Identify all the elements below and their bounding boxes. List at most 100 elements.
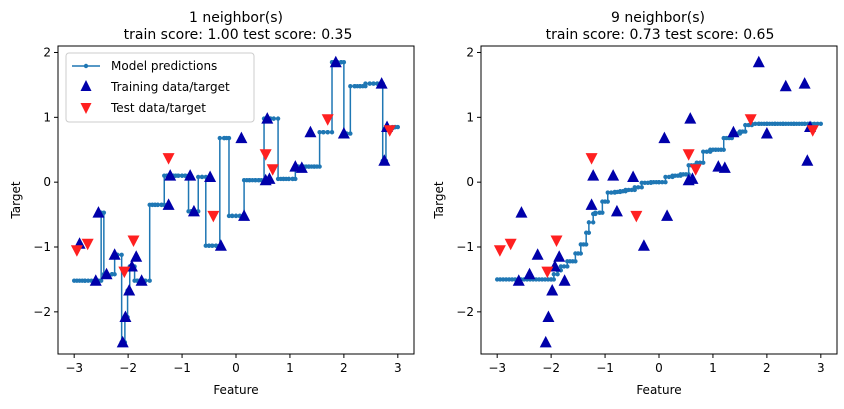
train-point (637, 239, 650, 251)
chart-title-right: 9 neighbor(s) (611, 10, 705, 26)
train-point (587, 169, 600, 181)
prediction-point (286, 176, 292, 182)
train-point (295, 161, 308, 173)
prediction-point (609, 190, 614, 195)
train-point (378, 154, 391, 166)
legend: Model predictions Training data/target T… (65, 52, 255, 123)
prediction-point (629, 187, 634, 193)
train-point (558, 274, 571, 286)
train-point (760, 127, 773, 139)
train-point (658, 131, 671, 144)
train-point (238, 209, 251, 221)
train-point (100, 267, 113, 280)
x-tick-label: 0 (232, 361, 240, 375)
prediction-point (701, 149, 706, 154)
train-point (686, 172, 699, 184)
y-axis-label-right: Target (432, 181, 446, 219)
prediction-point (176, 173, 181, 178)
x-tick-label: 2 (340, 361, 348, 375)
train-point (539, 335, 552, 348)
legend-label-test: Test data/target (110, 101, 206, 115)
chart-title-left: 1 neighbor(s) (189, 10, 283, 26)
prediction-point (600, 210, 605, 215)
prediction-point (555, 272, 560, 277)
prediction-point (395, 124, 401, 130)
prediction-point (694, 160, 699, 165)
prediction-point (206, 243, 212, 248)
test-point (585, 153, 598, 165)
train-point (123, 283, 136, 296)
train-point (116, 335, 129, 348)
train-point (329, 55, 342, 68)
x-tick-label: −2 (119, 361, 137, 375)
train-point (214, 239, 227, 251)
legend-label-predictions: Model predictions (111, 59, 217, 73)
prediction-point (636, 185, 641, 190)
train-point (92, 206, 105, 218)
prediction-point (230, 213, 235, 219)
test-point (127, 235, 140, 248)
prediction-point (721, 147, 726, 152)
test-point (162, 153, 175, 165)
test-point (207, 210, 220, 223)
test-point (550, 235, 563, 248)
train-point (135, 274, 148, 286)
train-point (585, 198, 598, 210)
y-tick-label: 0 (466, 175, 474, 189)
train-point (523, 267, 536, 280)
train-point (204, 170, 217, 182)
prediction-point (558, 264, 564, 269)
test-point (630, 210, 643, 223)
prediction-point (253, 178, 258, 183)
x-tick-label: −1 (596, 361, 614, 375)
prediction-point (586, 220, 592, 225)
test-point (744, 114, 757, 126)
prediction-point (551, 277, 557, 282)
x-tick-label: 2 (763, 361, 771, 375)
chart-subtitle-left: train score: 1.00 test score: 0.35 (124, 27, 353, 43)
prediction-point (656, 179, 662, 185)
x-ticks-left: −3 −2 −1 0 1 2 3 (65, 354, 402, 375)
y-ticks-left: −2 −1 0 1 2 (33, 45, 58, 319)
prediction-point (101, 210, 107, 215)
prediction-point (233, 213, 239, 219)
y-tick-label: 2 (43, 45, 51, 59)
test-point (504, 238, 517, 251)
prediction-point (217, 135, 223, 141)
test-point (266, 164, 279, 176)
prediction-point (363, 81, 368, 86)
prediction-point (701, 160, 706, 165)
train-point (779, 79, 792, 92)
train-point (261, 112, 274, 124)
prediction-point (275, 116, 281, 121)
prediction-point (348, 131, 353, 136)
test-point (70, 245, 83, 257)
prediction-point (271, 116, 276, 121)
prediction-point (98, 278, 104, 283)
subplot-left: 1 neighbor(s) train score: 1.00 test sco… (9, 10, 415, 397)
prediction-point (666, 174, 672, 180)
train-point (164, 169, 177, 181)
prediction-point (203, 243, 208, 248)
test-point (81, 238, 94, 251)
train-point (162, 198, 175, 210)
prediction-point (317, 130, 322, 135)
train-point (798, 77, 811, 89)
prediction-point (196, 174, 201, 180)
train-point (337, 127, 350, 139)
prediction-point (642, 180, 647, 186)
y-tick-label: −1 (33, 240, 51, 254)
prediction-point (155, 202, 160, 208)
prediction-point (325, 130, 330, 135)
test-point (383, 125, 396, 137)
legend-marker-training (80, 80, 92, 91)
train-point (119, 310, 132, 323)
prediction-point (753, 121, 758, 127)
prediction-point (743, 122, 748, 128)
x-tick-label: −1 (173, 361, 191, 375)
train-point (546, 283, 559, 296)
prediction-point (743, 129, 748, 134)
y-tick-label: 0 (43, 175, 51, 189)
prediction-point (341, 60, 347, 65)
